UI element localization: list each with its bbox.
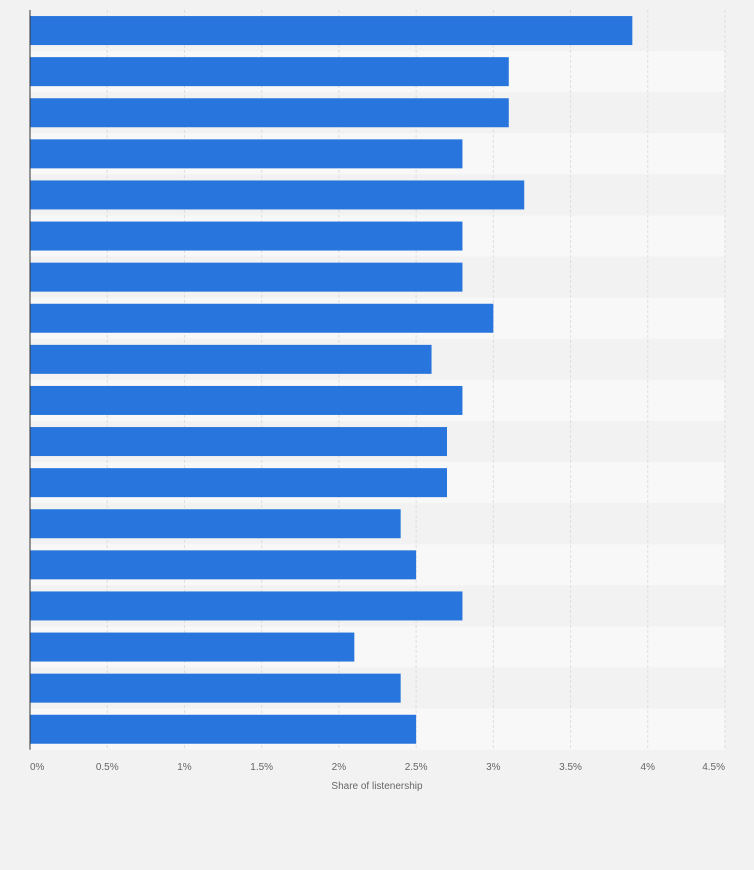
bar[interactable] xyxy=(30,303,494,333)
bar[interactable] xyxy=(30,180,525,210)
x-axis-tick-labels: 0% 0.5% 1% 1.5% 2% 2.5% 3% 3.5% 4% 4.5% xyxy=(30,762,725,773)
bar[interactable] xyxy=(30,591,463,621)
bar[interactable] xyxy=(30,427,447,457)
x-tick-label: 2.5% xyxy=(405,762,428,773)
x-tick-label: 2% xyxy=(332,762,347,773)
bar[interactable] xyxy=(30,468,447,498)
x-tick-label: 3.5% xyxy=(559,762,582,773)
bar[interactable] xyxy=(30,57,509,87)
bar[interactable] xyxy=(30,262,463,292)
bar[interactable] xyxy=(30,509,401,539)
x-tick-label: 1% xyxy=(177,762,192,773)
bar[interactable] xyxy=(30,221,463,251)
x-axis-title: Share of listenership xyxy=(331,781,423,792)
bar[interactable] xyxy=(30,16,633,46)
bar[interactable] xyxy=(30,632,355,662)
x-tick-label: 4.5% xyxy=(702,762,725,773)
x-tick-label: 1.5% xyxy=(250,762,273,773)
bars xyxy=(30,16,633,744)
bar[interactable] xyxy=(30,673,401,703)
x-tick-label: 0% xyxy=(30,762,45,773)
bar[interactable] xyxy=(30,714,417,744)
x-tick-label: 0.5% xyxy=(96,762,119,773)
bar[interactable] xyxy=(30,385,463,415)
bar[interactable] xyxy=(30,550,417,580)
bar[interactable] xyxy=(30,139,463,169)
x-tick-label: 3% xyxy=(486,762,501,773)
x-tick-label: 4% xyxy=(641,762,656,773)
bar[interactable] xyxy=(30,98,509,128)
gridlines xyxy=(106,10,726,750)
bar[interactable] xyxy=(30,344,432,374)
